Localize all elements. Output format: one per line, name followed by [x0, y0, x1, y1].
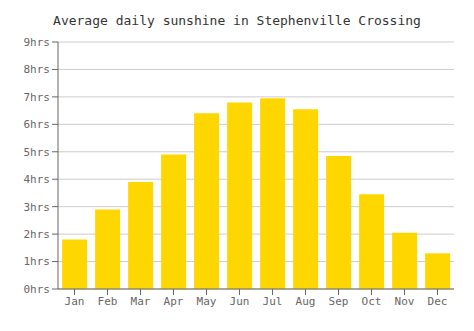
svg-text:8hrs: 8hrs	[24, 63, 51, 76]
svg-text:Feb: Feb	[98, 295, 118, 308]
svg-text:Dec: Dec	[428, 295, 448, 308]
svg-text:May: May	[197, 295, 217, 308]
svg-text:4hrs: 4hrs	[24, 173, 51, 186]
svg-text:Sep: Sep	[329, 295, 349, 308]
svg-text:5hrs: 5hrs	[24, 146, 51, 159]
html-text:Average daily sunshine in Step: Average daily sunshine in Stephenville C…	[53, 13, 421, 28]
svg-text:2hrs: 2hrs	[24, 228, 51, 241]
svg-text:Nov: Nov	[395, 295, 415, 308]
svg-text:Aug: Aug	[296, 295, 316, 308]
svg-text:Mar: Mar	[131, 295, 151, 308]
svg-text:Jul: Jul	[263, 295, 283, 308]
svg-text:Apr: Apr	[164, 295, 184, 308]
svg-text:Oct: Oct	[362, 295, 382, 308]
svg-text:9hrs: 9hrs	[24, 36, 51, 49]
svg-text:7hrs: 7hrs	[24, 91, 51, 104]
svg-text:1hrs: 1hrs	[24, 255, 51, 268]
svg-text:6hrs: 6hrs	[24, 118, 51, 131]
svg-text:0hrs: 0hrs	[24, 283, 51, 296]
svg-text:Jan: Jan	[65, 295, 85, 308]
svg-text:Jun: Jun	[230, 295, 250, 308]
svg-text:3hrs: 3hrs	[24, 201, 51, 214]
